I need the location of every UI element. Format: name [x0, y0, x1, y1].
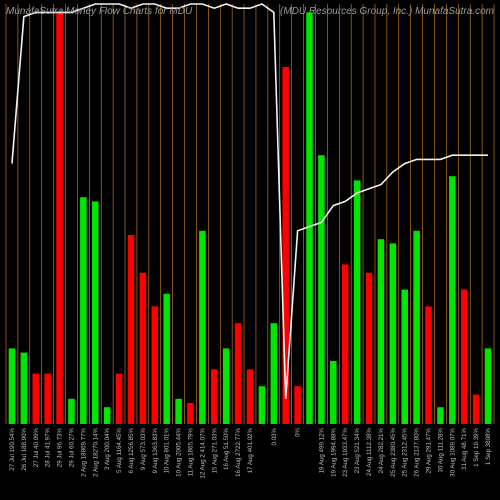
bar-down [461, 290, 468, 424]
x-label: 26 Jul 188.90% [21, 428, 28, 471]
x-label: 30 Aug 111.28% [437, 428, 444, 473]
x-label: 31 Aug 48.71% [461, 428, 468, 470]
money-flow-chart: MunafaSutra Money Flow Charts for MDU (M… [0, 0, 500, 500]
bar-up [21, 353, 28, 424]
x-label: 23 Aug 521.34% [354, 428, 361, 474]
bar-down [140, 273, 147, 424]
bar-down [294, 386, 301, 424]
bar-down [32, 374, 39, 424]
bar-up [223, 348, 230, 424]
x-label: 3 Aug 200.04% [104, 428, 111, 470]
x-label: 29 Jul 96.73% [57, 428, 64, 468]
bar-up [175, 399, 182, 424]
bar-up [104, 407, 111, 424]
bar-up [390, 243, 397, 424]
x-label: 1 Sep 3808% [485, 428, 492, 466]
x-label: 9 Aug 573.03% [140, 428, 147, 470]
x-label: 23 Aug 1933.47% [342, 428, 349, 477]
x-label: 10 Aug 2005.44% [176, 428, 183, 477]
bar-up [271, 323, 278, 424]
bar-up [92, 201, 99, 424]
x-label: 19 Aug 499.12% [318, 428, 325, 474]
bar-down [425, 306, 432, 424]
x-label: 24 Aug 282.21% [378, 428, 385, 474]
bar-down [235, 323, 242, 424]
bar-up [485, 348, 492, 424]
bar-down [187, 403, 194, 424]
chart-svg: 27 Jul 190.54% 26 Jul 188.90% 27 Jul 40.09… [0, 0, 500, 500]
x-label: 6 Aug 1256.85% [128, 428, 135, 474]
x-label: 19 Aug 1994.88% [330, 428, 337, 477]
bar-up [378, 239, 385, 424]
bar-down [44, 374, 51, 424]
x-label: 29 Aug 291.47% [426, 428, 433, 474]
bar-down [473, 395, 480, 424]
x-label: 0.03% [271, 428, 278, 446]
x-label: 2 Aug 18270.14% [92, 428, 99, 477]
bar-up [259, 386, 266, 424]
bar-down [128, 235, 135, 424]
bar-up [318, 155, 325, 424]
bar-up [330, 361, 337, 424]
bar-down [211, 369, 218, 424]
bar-up [199, 231, 206, 424]
x-label: 27 Jul 190.54% [9, 428, 16, 471]
bar-up [163, 294, 170, 424]
bar-down [366, 273, 373, 424]
x-label: 17 Aug 401.02% [247, 428, 254, 474]
x-label: 25 Aug 2380.45% [390, 428, 397, 477]
bar-down [152, 306, 159, 424]
x-label: 0% [295, 428, 302, 437]
x-label: 28 Jul 41.97% [45, 428, 52, 468]
bar-up [413, 231, 420, 424]
bar-up [80, 197, 87, 424]
x-label: 16 Aug 51.50% [223, 428, 230, 470]
x-label: 2 Aug 18869.77% [80, 428, 87, 477]
chart-background [0, 0, 500, 500]
x-label: 29 Jul 60.27% [68, 428, 75, 468]
bar-down [56, 12, 63, 424]
bar-up [449, 176, 456, 424]
x-label: 26 Aug 2137.80% [414, 428, 421, 477]
x-label: 16 Aug 2722.77% [235, 428, 242, 477]
bar-up [437, 407, 444, 424]
bar-up [401, 290, 408, 424]
bar-up [306, 12, 313, 424]
x-label: 1 Sep 19.39% [473, 428, 480, 467]
x-label: 25 Aug 2312.45% [402, 428, 409, 477]
x-label: 24 Aug 1112.38% [366, 428, 373, 476]
bar-down [116, 374, 123, 424]
bar-down [342, 264, 349, 424]
x-label: 5 Aug 1164.45% [116, 428, 123, 473]
bar-up [68, 399, 75, 424]
x-label: 11 Aug 1865.79% [187, 428, 194, 477]
x-label: 12 Aug 2 414.07% [199, 428, 206, 479]
x-label: 10 Aug 801.01% [164, 428, 171, 474]
x-label: 15 Aug 271.03% [211, 428, 218, 474]
x-label: 9 Aug 1363.83% [152, 428, 159, 474]
bar-down [247, 369, 254, 424]
x-label: 27 Jul 40.09% [33, 428, 40, 468]
x-label: 30 Aug 1089.07% [449, 428, 456, 477]
bar-up [354, 180, 361, 424]
bar-up [9, 348, 16, 424]
